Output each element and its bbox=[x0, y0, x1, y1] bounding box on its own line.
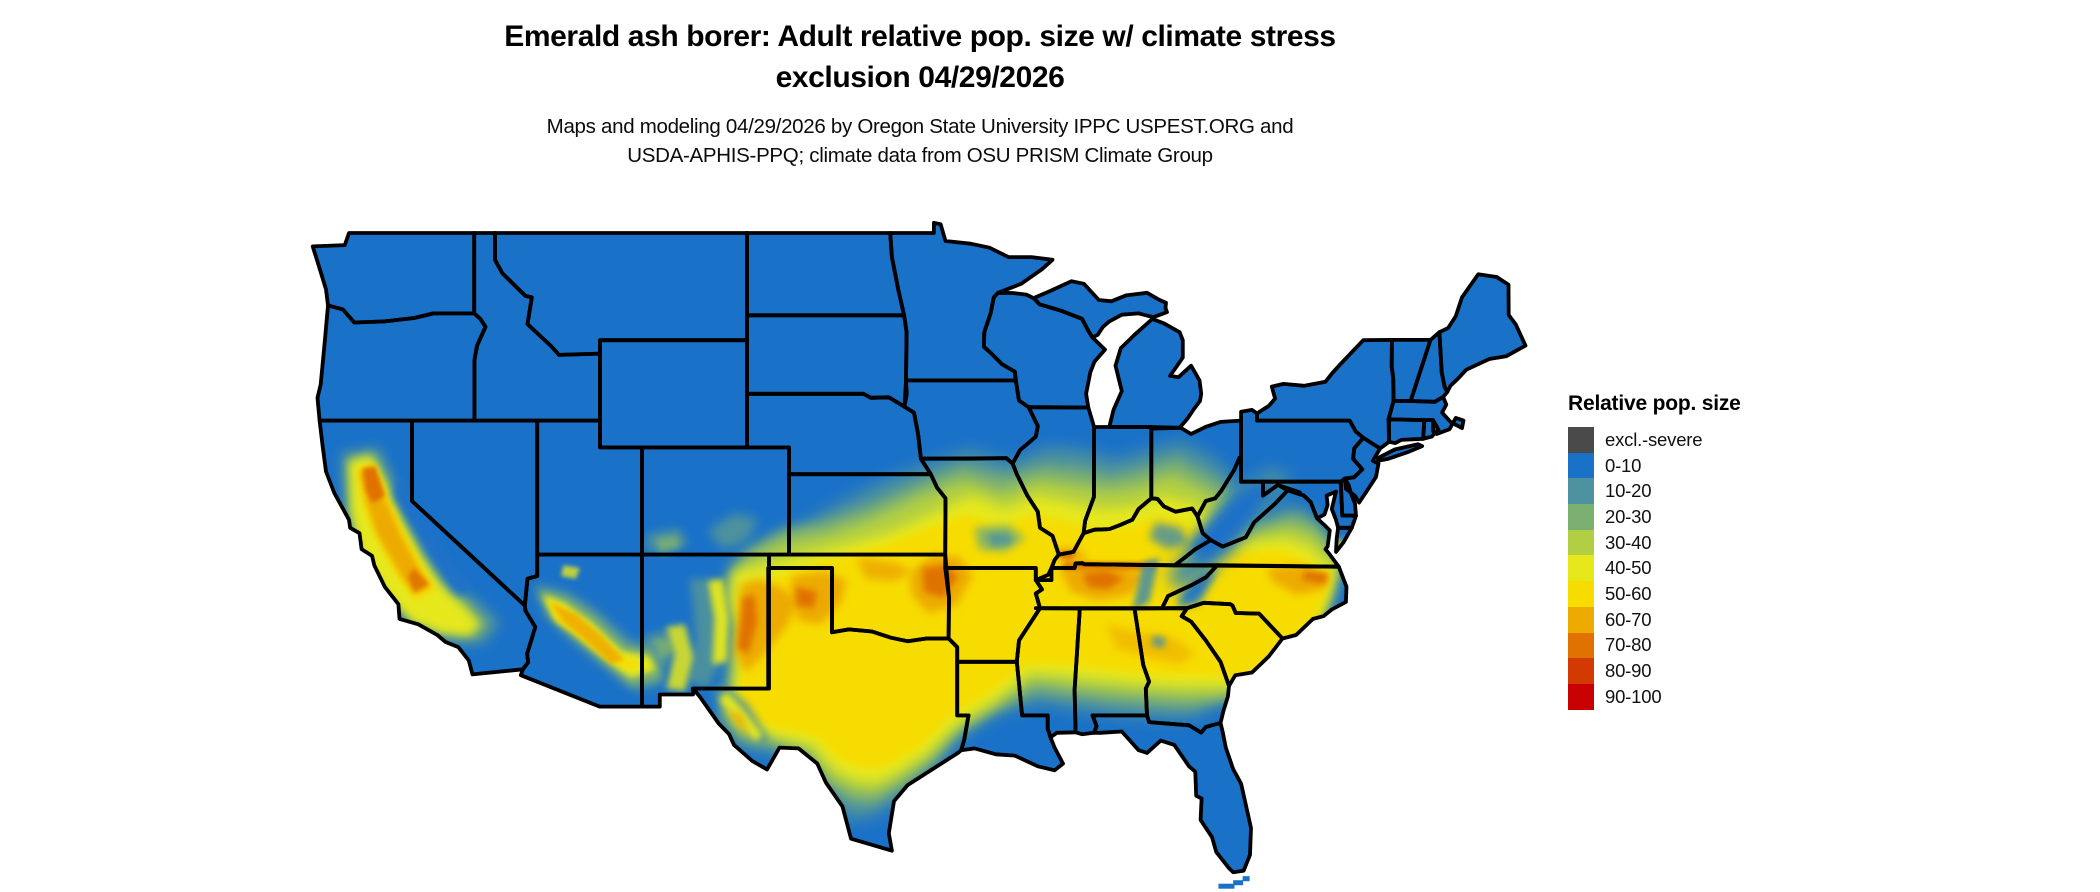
subtitle-line2: USDA-APHIS-PPQ; climate data from OSU PR… bbox=[627, 144, 1213, 167]
state-border-sc bbox=[1179, 600, 1285, 688]
heat-blob bbox=[655, 535, 681, 552]
heat-blob bbox=[708, 578, 730, 665]
legend-label: 50-60 bbox=[1605, 582, 1652, 604]
heat-blob bbox=[1132, 557, 1160, 611]
state-border-nj bbox=[1343, 435, 1382, 505]
legend-item: 90-100 bbox=[1568, 683, 1828, 710]
legend-item: 20-30 bbox=[1568, 504, 1828, 530]
legend-swatch bbox=[1568, 606, 1594, 633]
legend-swatch bbox=[1568, 555, 1594, 582]
legend-item: 80-90 bbox=[1568, 658, 1828, 684]
legend-swatch bbox=[1568, 632, 1594, 659]
state-border-az bbox=[518, 552, 644, 709]
legend-label: 20-30 bbox=[1605, 505, 1652, 527]
state-border-md bbox=[1261, 479, 1358, 530]
page-title-line1: Emerald ash borer: Adult relative pop. s… bbox=[504, 20, 1336, 53]
state-border-miu bbox=[1031, 279, 1169, 340]
subtitle-block: Maps and modeling 04/29/2026 by Oregon S… bbox=[260, 112, 1580, 170]
legend-swatch bbox=[1568, 658, 1594, 684]
state-border-mil bbox=[1107, 317, 1204, 430]
heat-blob bbox=[727, 710, 748, 735]
heat-blob bbox=[796, 586, 818, 609]
heat-blob bbox=[1151, 635, 1166, 649]
legend-swatch bbox=[1568, 529, 1594, 556]
heat-blob bbox=[1182, 573, 1213, 603]
legend-title: Relative pop. size bbox=[1568, 392, 1741, 415]
state-borders bbox=[310, 220, 1528, 875]
title-block: Emerald ash borer: Adult relative pop. s… bbox=[260, 16, 1580, 98]
heat-blob bbox=[1107, 624, 1196, 665]
state-border-li bbox=[1376, 442, 1424, 463]
legend-label: 60-70 bbox=[1605, 608, 1652, 630]
legend-item: 0-10 bbox=[1568, 452, 1828, 479]
legend-swatch bbox=[1568, 452, 1594, 479]
legend-label: 10-20 bbox=[1605, 480, 1652, 502]
heat-blob bbox=[922, 565, 958, 598]
heat-blob bbox=[1302, 570, 1329, 585]
heat-blob bbox=[1149, 522, 1189, 550]
heat-blob bbox=[708, 513, 759, 550]
heat-blob bbox=[737, 594, 758, 654]
legend-swatch bbox=[1568, 478, 1594, 505]
legend-label: 30-40 bbox=[1605, 531, 1652, 553]
legend-label: excl.-severe bbox=[1605, 428, 1703, 450]
page-title-line2: exclusion 04/29/2026 bbox=[775, 61, 1065, 94]
heat-blob bbox=[362, 466, 385, 504]
legend-item: 30-40 bbox=[1568, 529, 1828, 556]
florida-keys-speck bbox=[1233, 880, 1244, 886]
heat-blob bbox=[666, 624, 694, 692]
state-border-tx bbox=[691, 566, 971, 853]
legend-item: 70-80 bbox=[1568, 632, 1828, 659]
legend-swatch bbox=[1568, 427, 1594, 453]
state-border-fl bbox=[1090, 713, 1253, 875]
legend-label: 90-100 bbox=[1605, 685, 1662, 707]
legend-item: 40-50 bbox=[1568, 555, 1828, 582]
legend-swatch bbox=[1568, 683, 1594, 710]
legend-rows: excl.-severe 0-10 10-20 20-30 30-40 40-50 50-6… bbox=[1568, 427, 1828, 710]
heat-blob bbox=[561, 565, 580, 579]
legend-label: 0-10 bbox=[1605, 454, 1642, 476]
state-border-me bbox=[1437, 272, 1528, 394]
legend-swatch bbox=[1568, 504, 1594, 530]
heat-blob bbox=[407, 568, 429, 593]
legend-item: 60-70 bbox=[1568, 606, 1828, 633]
heat-blob bbox=[987, 533, 1013, 547]
heat-blob bbox=[1189, 479, 1276, 566]
legend-label: 40-50 bbox=[1605, 557, 1652, 579]
legend-item: 10-20 bbox=[1568, 478, 1828, 505]
legend: Relative pop. size excl.-severe 0-10 10-20… bbox=[1568, 392, 1828, 710]
legend-item: excl.-severe bbox=[1568, 427, 1828, 453]
legend-item: 50-60 bbox=[1568, 581, 1828, 607]
legend-swatch bbox=[1568, 581, 1594, 607]
subtitle-line1: Maps and modeling 04/29/2026 by Oregon S… bbox=[546, 115, 1294, 138]
legend-label: 70-80 bbox=[1605, 634, 1652, 656]
heat-blob bbox=[550, 602, 625, 665]
florida-keys-speck bbox=[1218, 883, 1235, 889]
heat-blob bbox=[857, 557, 912, 582]
heat-blob bbox=[1082, 570, 1124, 590]
florida-keys-speck bbox=[1242, 876, 1250, 882]
legend-label: 80-90 bbox=[1605, 660, 1652, 682]
